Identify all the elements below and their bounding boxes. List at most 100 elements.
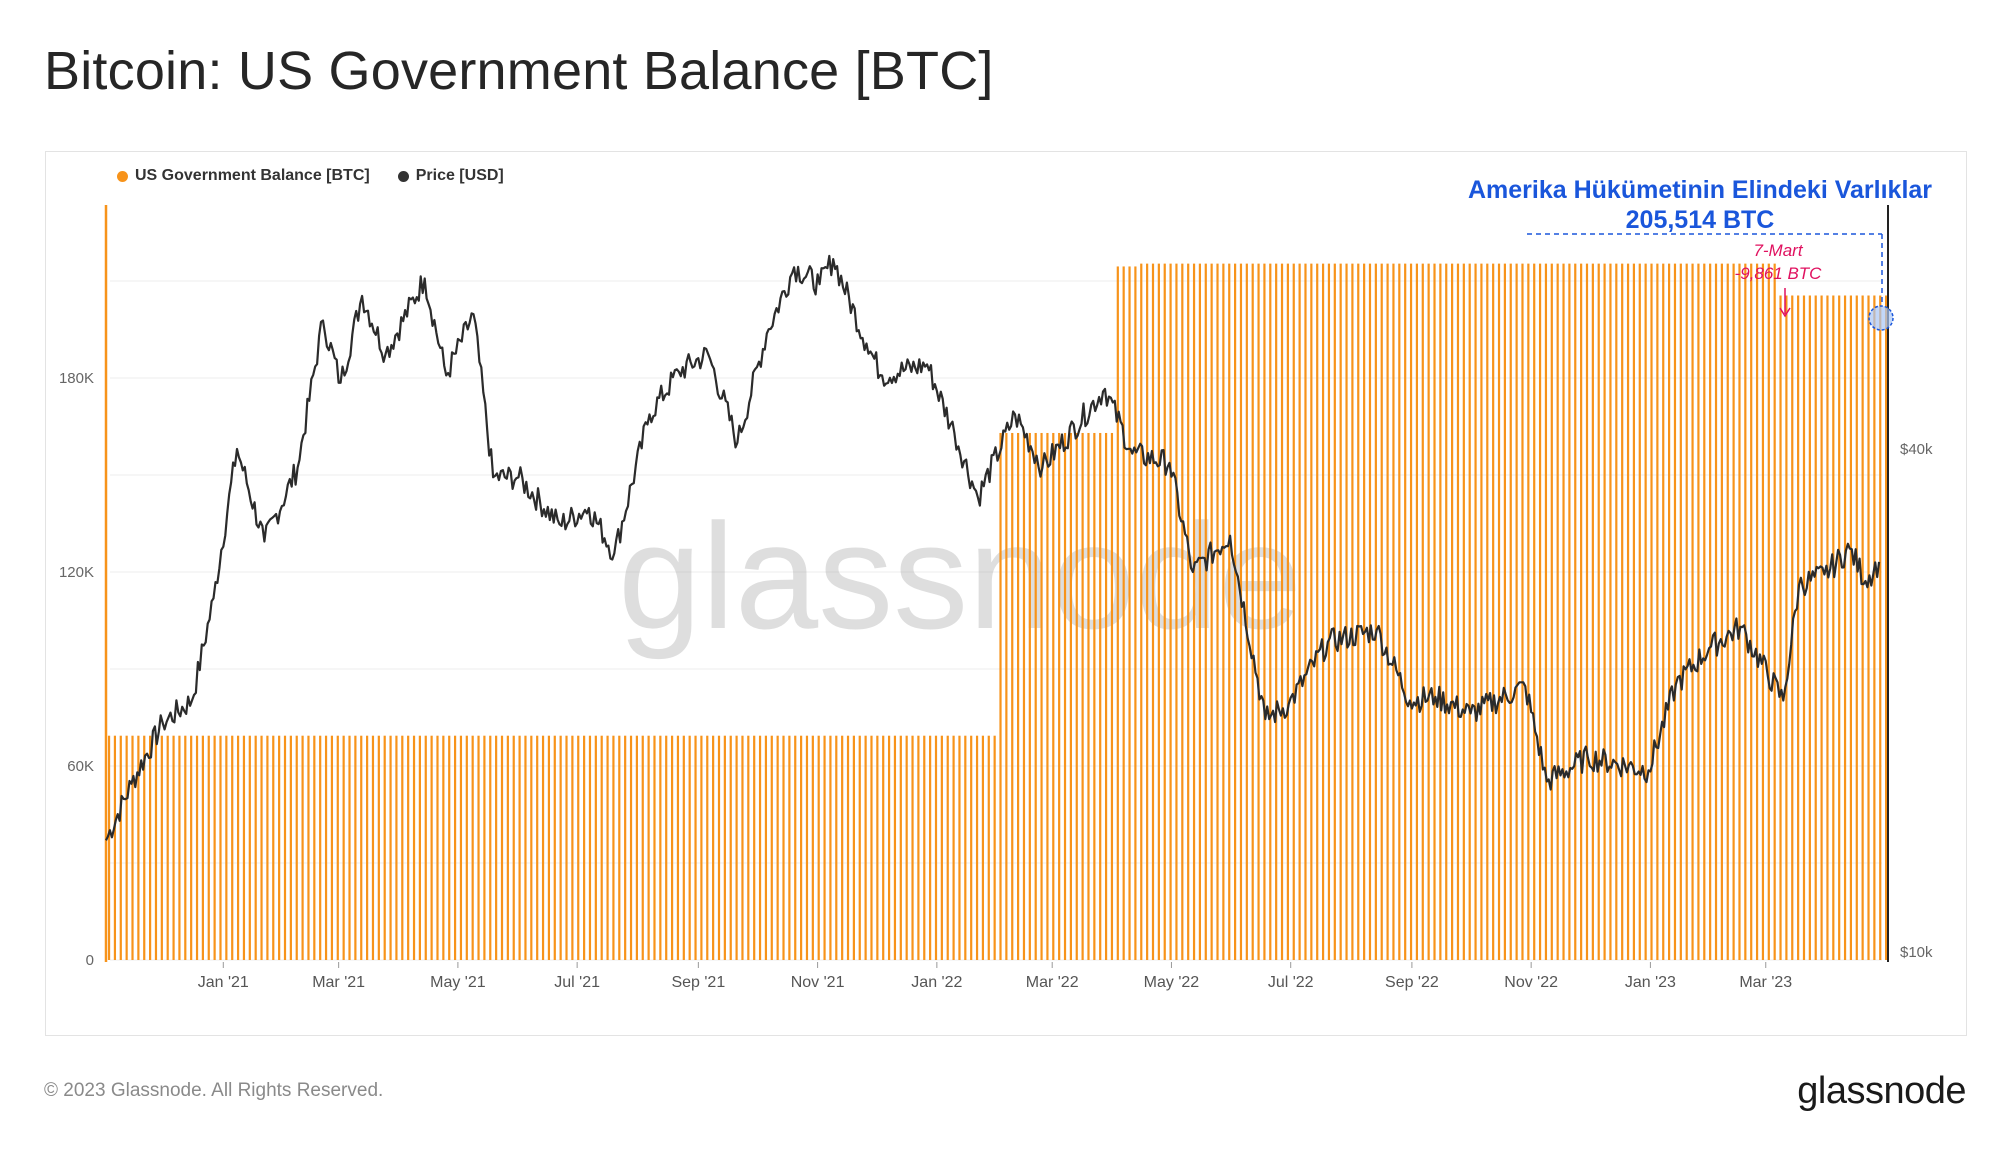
balance-bar xyxy=(1198,263,1202,960)
balance-bar xyxy=(1802,295,1806,960)
balance-bar xyxy=(870,735,873,960)
balance-bar xyxy=(970,735,973,960)
balance-bar xyxy=(1380,263,1383,960)
x-tick-label: Mar '22 xyxy=(1026,974,1079,991)
legend-item-balance[interactable]: US Government Balance [BTC] xyxy=(117,167,370,185)
balance-bar xyxy=(1333,263,1336,960)
balance-bar xyxy=(248,735,251,960)
legend-label-balance: US Government Balance [BTC] xyxy=(135,167,370,184)
x-tick-label: Jan '21 xyxy=(198,974,249,991)
balance-bar xyxy=(723,735,726,960)
legend-dot-price xyxy=(397,170,409,182)
balance-bar xyxy=(1404,263,1407,960)
balance-bar xyxy=(1222,263,1225,960)
balance-bar xyxy=(272,735,275,960)
balance-bar xyxy=(1632,263,1636,960)
balance-bar xyxy=(1515,263,1518,960)
balance-bar xyxy=(143,735,146,960)
balance-bar xyxy=(1773,263,1776,960)
balance-bar xyxy=(500,735,504,960)
y-right-tick-label: $40k xyxy=(1900,441,1933,458)
balance-bar xyxy=(929,735,932,960)
balance-bar xyxy=(184,735,187,960)
balance-bar xyxy=(717,735,721,960)
balance-bar xyxy=(829,735,832,960)
balance-bar xyxy=(1392,263,1395,960)
balance-bar xyxy=(1239,263,1243,960)
page-title: Bitcoin: US Government Balance [BTC] xyxy=(44,41,994,101)
balance-bar xyxy=(1585,263,1589,960)
x-tick-label: Jan '22 xyxy=(911,974,962,991)
balance-bar xyxy=(858,735,861,960)
balance-bar xyxy=(764,735,768,960)
x-tick-label: Nov '22 xyxy=(1504,974,1558,991)
balance-bar xyxy=(236,735,240,960)
balance-bar xyxy=(1468,263,1471,960)
balance-bar xyxy=(600,735,603,960)
balance-bar xyxy=(412,735,416,960)
balance-bar xyxy=(1861,295,1864,960)
balance-bar xyxy=(1709,263,1712,960)
balance-bar xyxy=(1509,263,1512,960)
balance-bar xyxy=(518,735,521,960)
balance-bar xyxy=(530,735,533,960)
balance-bar xyxy=(823,735,826,960)
balance-bar xyxy=(336,735,339,960)
balance-bar xyxy=(1885,295,1888,960)
annotation-event-date: 7-Mart xyxy=(1753,241,1803,260)
x-tick-label: Mar '23 xyxy=(1739,974,1792,991)
balance-bar xyxy=(1521,263,1524,960)
balance-bar xyxy=(1351,263,1354,960)
balance-bar xyxy=(178,735,181,960)
balance-bar xyxy=(1873,295,1876,960)
balance-bar xyxy=(1433,263,1436,960)
balance-bar xyxy=(1527,263,1530,960)
balance-bar xyxy=(149,735,152,960)
balance-bar xyxy=(1832,295,1835,960)
balance-bar xyxy=(1421,263,1424,960)
balance-bar xyxy=(682,735,685,960)
annotation-marker-circle xyxy=(1868,305,1894,331)
balance-bar xyxy=(864,735,867,960)
balance-bar xyxy=(1879,295,1882,960)
balance-bar xyxy=(700,735,703,960)
balance-bar xyxy=(1052,432,1055,961)
balance-bar xyxy=(594,735,597,960)
balance-bar xyxy=(1181,263,1184,960)
balance-bar xyxy=(471,735,474,960)
balance-bar xyxy=(1022,432,1026,961)
balance-bar xyxy=(407,735,410,960)
balance-bar xyxy=(1146,263,1149,960)
balance-bar xyxy=(1339,263,1342,960)
balance-bar xyxy=(1445,263,1448,960)
balance-bar xyxy=(213,735,216,960)
balance-bar xyxy=(1063,432,1067,961)
balance-bar xyxy=(1750,263,1753,960)
balance-bar xyxy=(923,735,926,960)
balance-bar xyxy=(1345,263,1348,960)
balance-bar xyxy=(1357,263,1360,960)
balance-bar xyxy=(330,735,334,960)
balance-bar xyxy=(319,735,322,960)
balance-bar xyxy=(753,735,756,960)
x-tick-label: Jul '22 xyxy=(1268,974,1314,991)
balance-bar xyxy=(1427,263,1430,960)
balance-bar xyxy=(1028,432,1031,961)
balance-bar xyxy=(1110,432,1114,961)
balance-bar xyxy=(1263,263,1266,960)
balance-bar xyxy=(1269,263,1272,960)
balance-bar xyxy=(266,735,269,960)
balance-bar xyxy=(1744,263,1747,960)
balance-bar xyxy=(1650,263,1653,960)
legend-item-price[interactable]: Price [USD] xyxy=(397,167,504,185)
balance-bar xyxy=(1257,263,1260,960)
balance-bar xyxy=(1216,263,1219,960)
balance-bar xyxy=(483,735,486,960)
balance-bar xyxy=(1679,263,1682,960)
x-tick-label: Nov '21 xyxy=(791,974,845,991)
balance-bar xyxy=(1368,263,1372,960)
balance-bar xyxy=(225,735,228,960)
balance-bar xyxy=(899,735,902,960)
balance-bar xyxy=(360,735,363,960)
balance-bar xyxy=(1644,263,1647,960)
